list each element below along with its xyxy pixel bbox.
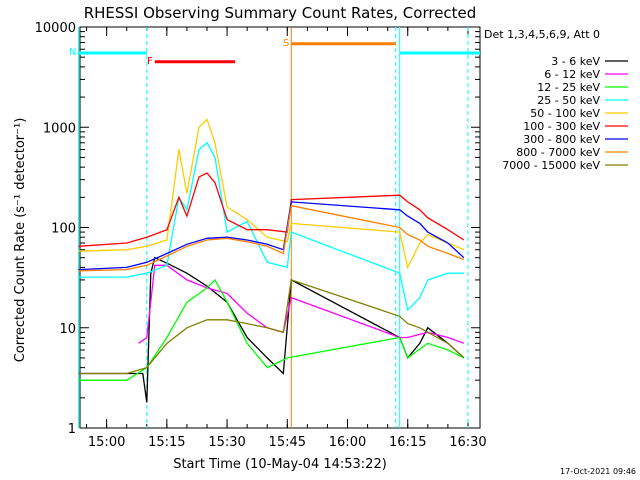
chart-title: RHESSI Observing Summary Count Rates, Co… bbox=[84, 4, 477, 22]
y-tick-label: 1 bbox=[68, 422, 76, 437]
legend-entry-label: 300 - 800 keV bbox=[523, 133, 600, 146]
y-tick-label: 10000 bbox=[35, 21, 76, 36]
series-line bbox=[78, 279, 465, 375]
legend-title: Det 1,3,4,5,6,9, Att 0 bbox=[484, 28, 600, 41]
vertical-markers bbox=[78, 27, 469, 428]
legend-entry-label: 25 - 50 keV bbox=[537, 94, 600, 107]
x-axis-label: Start Time (10-May-04 14:53:22) bbox=[173, 457, 387, 472]
x-tick-label: 15:30 bbox=[208, 435, 245, 450]
legend-entry-label: 12 - 25 keV bbox=[537, 81, 600, 94]
annotations: N F S bbox=[69, 38, 480, 67]
footer-timestamp: 17-Oct-2021 09:46 bbox=[560, 467, 636, 476]
series-line bbox=[78, 172, 465, 247]
x-tick-label: 15:15 bbox=[148, 435, 185, 450]
x-tick-label: 16:30 bbox=[449, 435, 486, 450]
x-tick-label: 16:00 bbox=[329, 435, 366, 450]
legend-entry-label: 7000 - 15000 keV bbox=[502, 159, 600, 172]
series-line bbox=[78, 256, 465, 403]
x-tick-label: 15:45 bbox=[269, 435, 306, 450]
y-tick-label: 100 bbox=[51, 222, 76, 237]
y-tick-label: 10 bbox=[59, 322, 76, 337]
y-tick-label: 1000 bbox=[43, 121, 76, 136]
series-line bbox=[138, 264, 465, 344]
annotation-label: N bbox=[69, 47, 76, 58]
legend-entry-label: 50 - 100 keV bbox=[530, 107, 600, 120]
x-tick-label: 15:00 bbox=[88, 435, 125, 450]
series-line bbox=[78, 141, 464, 312]
y-axis-label: Corrected Count Rate (s⁻¹ detector⁻¹) bbox=[13, 118, 28, 363]
series-line bbox=[78, 278, 465, 381]
legend-entry-label: 800 - 7000 keV bbox=[516, 146, 600, 159]
annotation-label: F bbox=[147, 56, 153, 67]
plot-frame bbox=[79, 26, 481, 429]
series-line bbox=[78, 201, 465, 271]
legend-entry-label: 100 - 300 keV bbox=[523, 120, 600, 133]
legend-entry-label: 3 - 6 keV bbox=[551, 55, 600, 68]
series-line bbox=[78, 204, 465, 272]
series-lines bbox=[78, 118, 465, 403]
annotation-label: S bbox=[283, 38, 289, 49]
legend-entry-label: 6 - 12 keV bbox=[544, 68, 600, 81]
axes: 1 10 100 1000 10000 15:00 15:15 15:30 15:45 16:00… bbox=[35, 21, 487, 450]
x-tick-label: 16:15 bbox=[389, 435, 426, 450]
